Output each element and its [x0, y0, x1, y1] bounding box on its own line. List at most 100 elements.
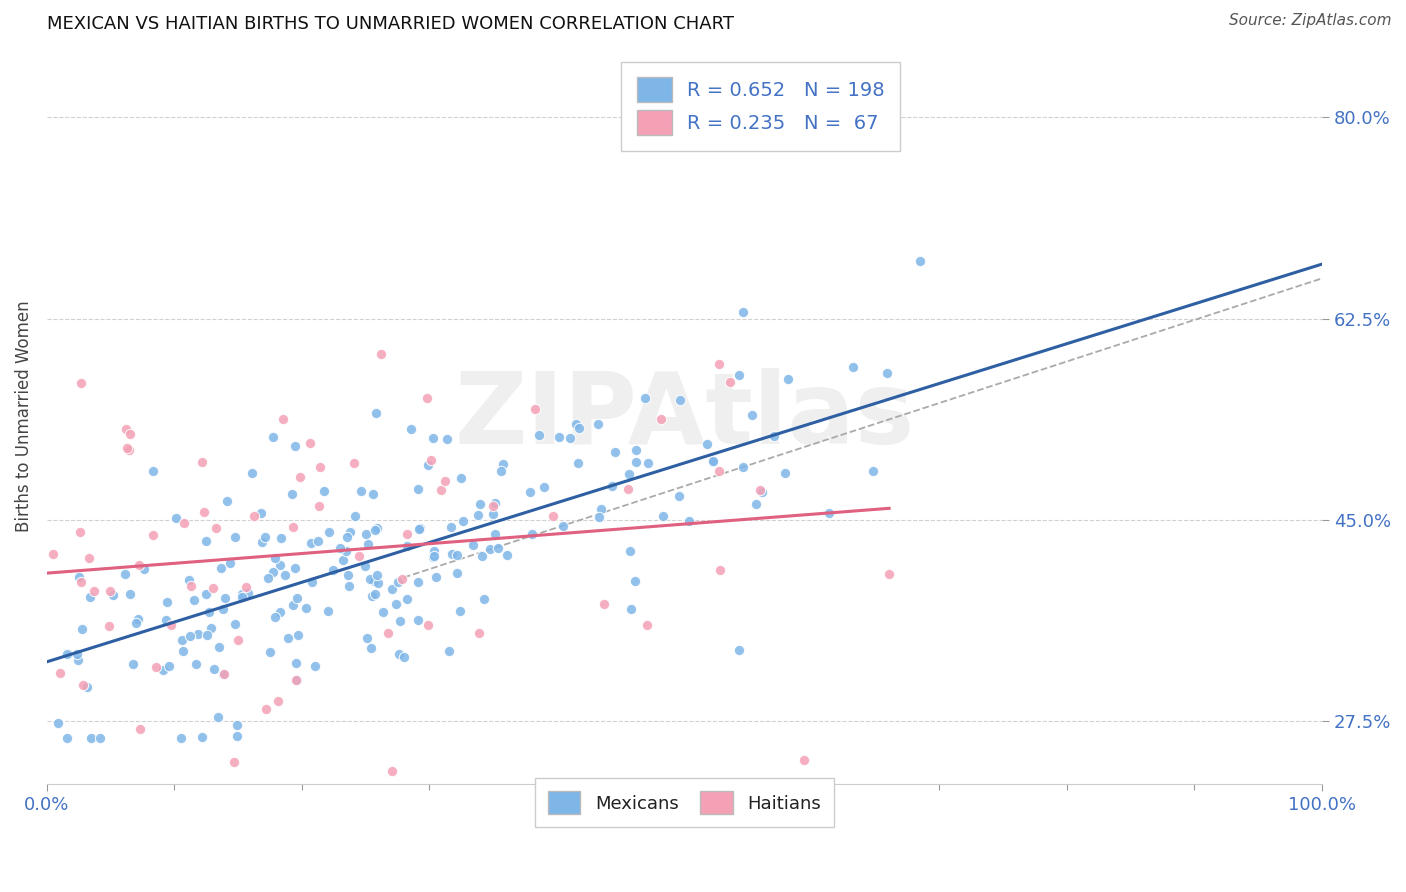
Point [423, 544, 446, 558]
Point [269, 558, 291, 573]
Point [79, 590, 101, 604]
Point [156, 595, 179, 609]
Point [702, 454, 724, 468]
Point [262, 430, 284, 444]
Point [299, 536, 322, 550]
Point [437, 644, 460, 658]
Point [217, 494, 239, 508]
Point [243, 509, 266, 524]
Point [620, 602, 643, 616]
Point [387, 574, 409, 589]
Point [696, 436, 718, 450]
Point [190, 455, 212, 469]
Point [129, 722, 152, 736]
Point [482, 500, 505, 514]
Point [385, 597, 408, 611]
Point [422, 549, 444, 564]
Point [364, 587, 387, 601]
Point [370, 346, 392, 360]
Point [718, 376, 741, 390]
Point [533, 480, 555, 494]
Point [350, 484, 373, 499]
Point [522, 527, 544, 541]
Point [619, 544, 641, 558]
Point [277, 631, 299, 645]
Point [446, 566, 468, 580]
Point [318, 524, 340, 539]
Point [335, 544, 357, 558]
Point [420, 452, 443, 467]
Point [208, 640, 231, 655]
Point [408, 523, 430, 537]
Point [842, 359, 865, 374]
Point [406, 613, 429, 627]
Point [650, 412, 672, 426]
Point [391, 572, 413, 586]
Point [250, 507, 273, 521]
Point [381, 582, 404, 596]
Point [367, 575, 389, 590]
Point [46, 715, 69, 730]
Point [668, 489, 690, 503]
Point [434, 474, 457, 488]
Point [236, 586, 259, 600]
Point [361, 486, 384, 500]
Point [745, 497, 768, 511]
Point [69, 376, 91, 390]
Point [388, 648, 411, 662]
Point [180, 579, 202, 593]
Point [262, 565, 284, 579]
Point [56, 647, 79, 661]
Point [862, 464, 884, 478]
Point [877, 567, 900, 582]
Point [264, 551, 287, 566]
Point [416, 458, 439, 472]
Point [42, 547, 65, 561]
Point [97, 618, 120, 632]
Point [290, 469, 312, 483]
Point [551, 519, 574, 533]
Point [329, 541, 352, 555]
Point [547, 430, 569, 444]
Point [209, 561, 232, 575]
Point [285, 591, 308, 606]
Point [449, 604, 471, 618]
Point [651, 509, 673, 524]
Point [231, 587, 253, 601]
Point [212, 666, 235, 681]
Point [120, 426, 142, 441]
Point [56, 731, 79, 746]
Point [201, 582, 224, 596]
Point [560, 431, 582, 445]
Point [160, 617, 183, 632]
Point [586, 417, 609, 432]
Point [593, 597, 616, 611]
Point [226, 718, 249, 732]
Point [336, 800, 359, 814]
Point [876, 366, 898, 380]
Point [422, 431, 444, 445]
Y-axis label: Births to Unmarried Women: Births to Unmarried Women [15, 301, 32, 533]
Point [589, 501, 612, 516]
Point [308, 499, 330, 513]
Point [212, 667, 235, 681]
Point [399, 422, 422, 436]
Point [284, 439, 307, 453]
Legend: Mexicans, Haitians: Mexicans, Haitians [536, 779, 834, 827]
Point [440, 520, 463, 534]
Point [219, 556, 242, 570]
Point [172, 644, 194, 658]
Point [98, 584, 121, 599]
Point [224, 530, 246, 544]
Point [396, 540, 419, 554]
Point [118, 587, 141, 601]
Point [155, 613, 177, 627]
Point [359, 572, 381, 586]
Point [231, 590, 253, 604]
Point [626, 455, 648, 469]
Point [301, 575, 323, 590]
Point [259, 645, 281, 659]
Point [489, 464, 512, 478]
Point [484, 526, 506, 541]
Point [450, 471, 472, 485]
